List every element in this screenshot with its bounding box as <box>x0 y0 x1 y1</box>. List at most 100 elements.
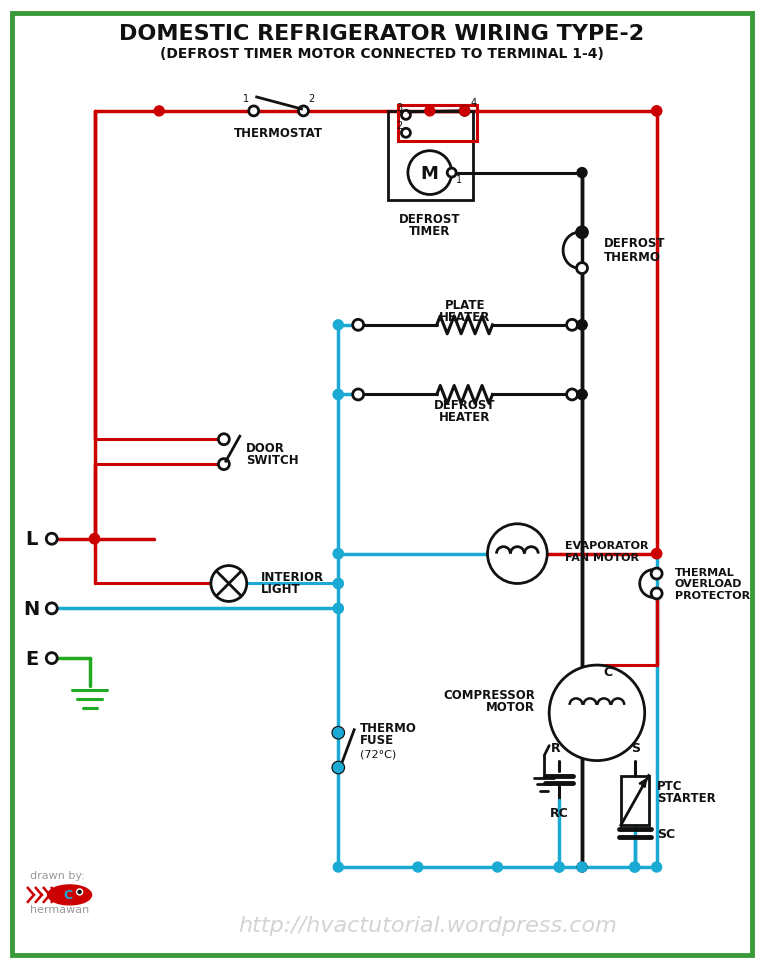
Circle shape <box>90 534 100 545</box>
Circle shape <box>333 391 343 400</box>
Circle shape <box>577 391 587 400</box>
Text: COMPRESSOR: COMPRESSOR <box>443 689 535 702</box>
Circle shape <box>211 566 247 602</box>
Ellipse shape <box>48 885 91 905</box>
Circle shape <box>577 228 588 238</box>
Circle shape <box>630 862 640 872</box>
Text: THERMOSTAT: THERMOSTAT <box>234 127 323 141</box>
Text: DEFROST: DEFROST <box>399 212 461 226</box>
Text: N: N <box>24 599 40 618</box>
Circle shape <box>492 862 502 872</box>
Circle shape <box>577 391 587 400</box>
Text: hermawan: hermawan <box>30 904 89 914</box>
Circle shape <box>46 604 57 614</box>
Circle shape <box>333 862 343 872</box>
Circle shape <box>46 534 57 545</box>
Circle shape <box>425 107 435 116</box>
Circle shape <box>333 763 344 773</box>
Text: RC: RC <box>550 806 568 819</box>
Circle shape <box>652 862 661 872</box>
Text: 1: 1 <box>455 174 462 184</box>
Text: THERMAL: THERMAL <box>674 567 734 577</box>
Text: C: C <box>63 889 72 901</box>
Text: 2: 2 <box>396 121 402 131</box>
Text: (72°C): (72°C) <box>360 749 396 759</box>
Text: EVAPORATOR: EVAPORATOR <box>565 540 649 550</box>
Text: TIMER: TIMER <box>409 225 451 237</box>
Text: S: S <box>631 741 640 754</box>
Circle shape <box>577 264 588 274</box>
Circle shape <box>577 862 587 872</box>
Circle shape <box>460 107 469 116</box>
Circle shape <box>408 151 452 196</box>
Circle shape <box>333 549 343 559</box>
Text: drawn by:: drawn by: <box>30 870 84 880</box>
Text: SWITCH: SWITCH <box>246 453 299 466</box>
Circle shape <box>77 889 83 895</box>
Circle shape <box>567 320 578 331</box>
Circle shape <box>402 111 410 120</box>
Circle shape <box>413 862 423 872</box>
Text: L: L <box>25 530 38 548</box>
Text: STARTER: STARTER <box>657 791 716 804</box>
Circle shape <box>333 549 343 559</box>
Bar <box>398 106 477 141</box>
Text: THERMO: THERMO <box>360 722 417 735</box>
Text: PROTECTOR: PROTECTOR <box>674 591 750 601</box>
Circle shape <box>333 604 343 613</box>
Circle shape <box>460 108 469 116</box>
Circle shape <box>218 459 230 470</box>
Text: OVERLOAD: OVERLOAD <box>674 578 742 589</box>
Text: HEATER: HEATER <box>439 411 490 423</box>
Text: DEFROST: DEFROST <box>604 236 665 249</box>
Text: 2: 2 <box>308 94 315 104</box>
Text: DEFROST: DEFROST <box>434 398 495 412</box>
Circle shape <box>333 728 344 738</box>
Text: DOMESTIC REFRIGERATOR WIRING TYPE-2: DOMESTIC REFRIGERATOR WIRING TYPE-2 <box>120 24 644 45</box>
Circle shape <box>577 169 587 178</box>
Text: C: C <box>603 666 612 678</box>
Bar <box>621 776 649 826</box>
Text: MOTOR: MOTOR <box>486 701 535 713</box>
Circle shape <box>353 320 363 331</box>
Circle shape <box>549 666 644 761</box>
Circle shape <box>333 763 343 772</box>
Circle shape <box>78 891 81 893</box>
Circle shape <box>333 728 343 738</box>
Circle shape <box>218 434 230 445</box>
Circle shape <box>333 321 343 330</box>
Text: 4: 4 <box>471 98 477 108</box>
Circle shape <box>577 228 587 238</box>
Text: M: M <box>421 165 439 182</box>
Circle shape <box>567 390 578 400</box>
Text: 3: 3 <box>396 103 402 112</box>
Circle shape <box>577 321 587 330</box>
Circle shape <box>554 862 564 872</box>
Circle shape <box>46 653 57 664</box>
Circle shape <box>577 321 587 330</box>
Bar <box>388 111 472 202</box>
Text: E: E <box>25 649 38 668</box>
Text: SC: SC <box>657 827 675 840</box>
Circle shape <box>249 107 259 116</box>
Circle shape <box>652 107 661 116</box>
Circle shape <box>554 862 564 872</box>
Circle shape <box>90 534 100 545</box>
Text: PTC: PTC <box>657 779 682 792</box>
Circle shape <box>630 862 640 872</box>
Text: FUSE: FUSE <box>360 734 394 746</box>
Circle shape <box>652 107 661 116</box>
Circle shape <box>333 391 343 400</box>
Text: INTERIOR: INTERIOR <box>260 571 324 583</box>
Text: 1: 1 <box>243 94 249 104</box>
Circle shape <box>488 524 548 584</box>
Text: THERMO: THERMO <box>604 250 660 264</box>
Text: LIGHT: LIGHT <box>260 582 300 595</box>
Text: http://hvactutorial.wordpress.com: http://hvactutorial.wordpress.com <box>238 915 617 935</box>
Circle shape <box>299 107 309 116</box>
Circle shape <box>652 549 661 559</box>
Circle shape <box>333 578 343 589</box>
Text: PLATE: PLATE <box>445 299 485 312</box>
Circle shape <box>333 604 343 613</box>
Circle shape <box>353 390 363 400</box>
